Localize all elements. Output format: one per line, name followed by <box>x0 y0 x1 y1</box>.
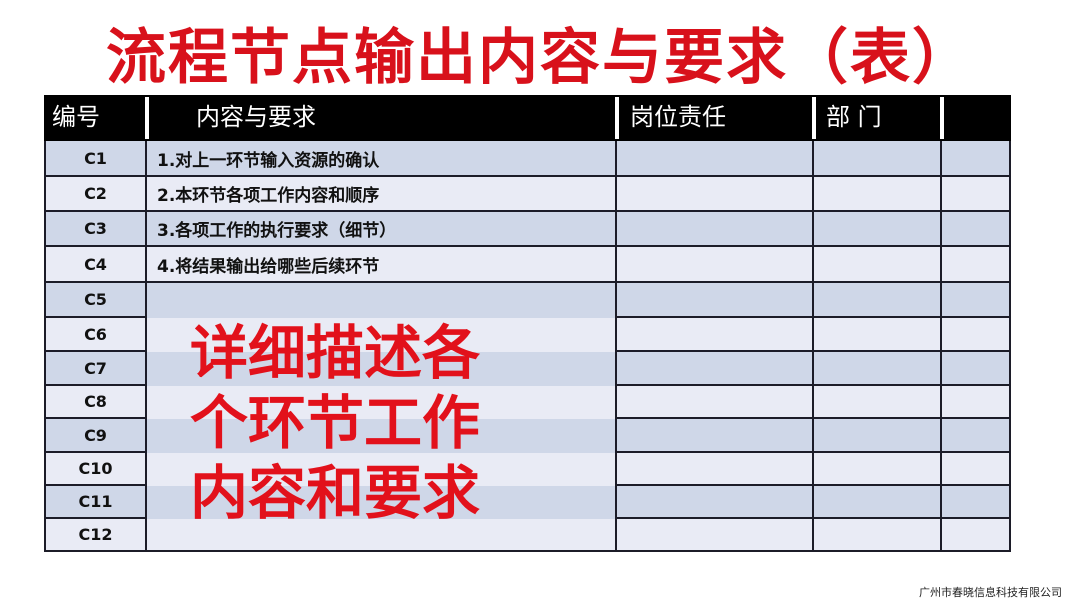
department-cell <box>814 318 942 352</box>
extra-cell <box>942 212 1011 247</box>
row-code: C6 <box>44 318 147 352</box>
header-divider <box>940 97 944 139</box>
header-extra <box>946 95 1006 141</box>
department-cell <box>814 247 942 283</box>
position-cell <box>617 519 814 552</box>
extra-cell <box>942 283 1011 318</box>
department-cell <box>814 141 942 177</box>
row-code: C11 <box>44 486 147 519</box>
row-content: 2.本环节各项工作内容和顺序 <box>147 177 617 212</box>
overlay-line: 内容和要求 <box>190 459 481 527</box>
row-code: C9 <box>44 419 147 453</box>
process-table: 编号 内容与要求 岗位责任 部 门 C1 1.对上一环节输入资源的确认 C2 2.本环… <box>44 95 1011 552</box>
row-content <box>147 519 617 552</box>
table-row: C10 <box>44 453 1011 486</box>
department-cell <box>814 352 942 386</box>
header-content: 内容与要求 <box>196 103 316 131</box>
position-cell <box>617 177 814 212</box>
position-cell <box>617 212 814 247</box>
table-row: C4 4.将结果输出给哪些后续环节 <box>44 247 1011 283</box>
header-divider <box>812 97 816 139</box>
position-cell <box>617 486 814 519</box>
extra-cell <box>942 519 1011 552</box>
row-content: 1.对上一环节输入资源的确认 <box>147 141 617 177</box>
row-code: C8 <box>44 386 147 419</box>
header-position: 岗位责任 <box>630 103 726 131</box>
row-content <box>147 419 617 453</box>
position-cell <box>617 386 814 419</box>
row-code: C2 <box>44 177 147 212</box>
row-code: C7 <box>44 352 147 386</box>
header-divider <box>145 97 149 139</box>
row-code: C5 <box>44 283 147 318</box>
department-cell <box>814 283 942 318</box>
table-row: C5 <box>44 283 1011 318</box>
department-cell <box>814 453 942 486</box>
header-divider <box>615 97 619 139</box>
department-cell <box>814 419 942 453</box>
position-cell <box>617 352 814 386</box>
table-row: C8 <box>44 386 1011 419</box>
department-cell <box>814 486 942 519</box>
row-content <box>147 318 617 352</box>
extra-cell <box>942 177 1011 212</box>
table-row: C6 <box>44 318 1011 352</box>
position-cell <box>617 419 814 453</box>
row-code: C3 <box>44 212 147 247</box>
row-content <box>147 352 617 386</box>
table-row: C11 <box>44 486 1011 519</box>
company-footer: 广州市春晓信息科技有限公司 <box>919 586 1062 599</box>
department-cell <box>814 212 942 247</box>
position-cell <box>617 453 814 486</box>
extra-cell <box>942 318 1011 352</box>
row-code: C1 <box>44 141 147 177</box>
row-content <box>147 453 617 486</box>
row-code: C12 <box>44 519 147 552</box>
overlay-note: 详细描述各 个环节工作 内容和要求 <box>190 318 480 528</box>
extra-cell <box>942 352 1011 386</box>
row-content: 3.各项工作的执行要求（细节） <box>147 212 617 247</box>
overlay-line: 详细描述各 <box>190 319 481 387</box>
overlay-line: 个环节工作 <box>190 389 481 457</box>
table-header: 编号 内容与要求 岗位责任 部 门 <box>44 95 1011 141</box>
table-row: C1 1.对上一环节输入资源的确认 <box>44 141 1011 177</box>
extra-cell <box>942 419 1011 453</box>
table-row: C2 2.本环节各项工作内容和顺序 <box>44 177 1011 212</box>
extra-cell <box>942 486 1011 519</box>
table-row: C9 <box>44 419 1011 453</box>
position-cell <box>617 318 814 352</box>
row-content <box>147 486 617 519</box>
extra-cell <box>942 247 1011 283</box>
row-code: C4 <box>44 247 147 283</box>
header-department: 部 门 <box>826 103 882 131</box>
department-cell <box>814 386 942 419</box>
row-content <box>147 283 617 318</box>
position-cell <box>617 141 814 177</box>
department-cell <box>814 177 942 212</box>
row-content <box>147 386 617 419</box>
department-cell <box>814 519 942 552</box>
extra-cell <box>942 386 1011 419</box>
row-code: C10 <box>44 453 147 486</box>
table-row: C3 3.各项工作的执行要求（细节） <box>44 212 1011 247</box>
position-cell <box>617 283 814 318</box>
slide-title: 流程节点输出内容与要求（表） <box>106 23 974 93</box>
extra-cell <box>942 453 1011 486</box>
extra-cell <box>942 141 1011 177</box>
table-row: C7 <box>44 352 1011 386</box>
table-row: C12 <box>44 519 1011 552</box>
header-code: 编号 <box>52 103 100 131</box>
position-cell <box>617 247 814 283</box>
row-content: 4.将结果输出给哪些后续环节 <box>147 247 617 283</box>
